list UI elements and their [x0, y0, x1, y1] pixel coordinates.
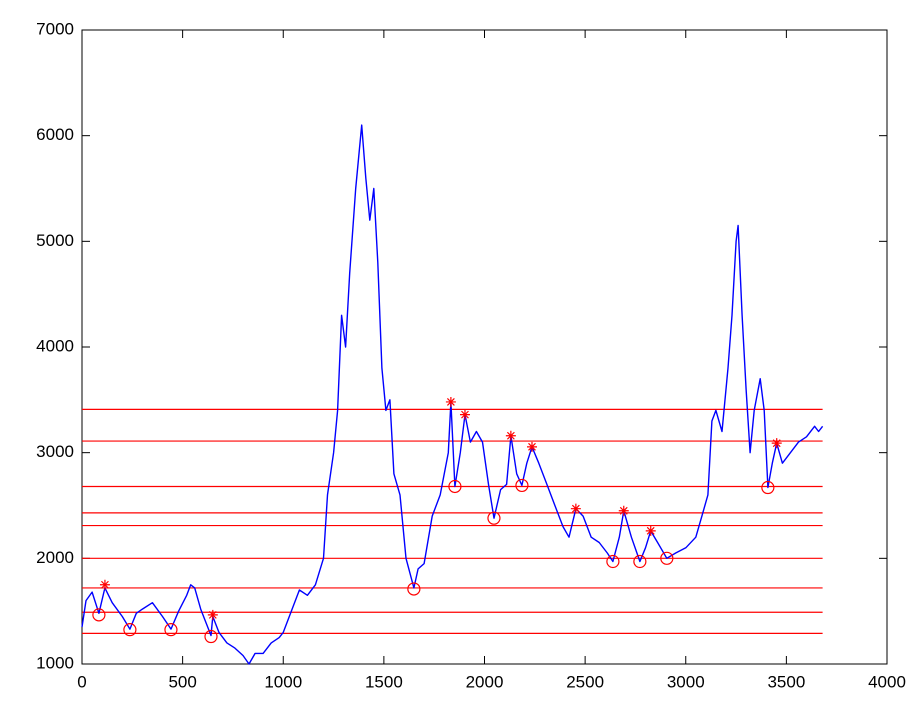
y-tick-label: 5000 [36, 231, 74, 250]
trough-marker [204, 629, 218, 644]
plot-area [81, 29, 888, 665]
y-tick-label: 3000 [36, 442, 74, 461]
trough-marker [660, 551, 674, 565]
peak-marker [459, 409, 470, 420]
trough-marker [515, 478, 529, 493]
x-tick-label: 500 [168, 672, 196, 691]
x-tick-label: 4000 [868, 672, 906, 691]
trough-marker [633, 554, 647, 569]
peak-marker [207, 609, 218, 620]
trough-marker [92, 608, 106, 622]
trough-marker [487, 511, 501, 525]
x-tick-label: 2500 [566, 672, 604, 691]
trough-marker [123, 623, 137, 637]
peak-marker [99, 579, 110, 590]
peak-marker [505, 430, 516, 441]
peak-marker [526, 441, 537, 452]
x-tick-label: 3500 [767, 672, 805, 691]
x-tick-label: 1000 [264, 672, 302, 691]
peak-marker [771, 438, 782, 449]
peak-marker [645, 525, 656, 536]
trough-marker [448, 479, 462, 494]
trough-marker [606, 554, 620, 569]
peak-marker [445, 396, 456, 407]
y-tick-label: 1000 [36, 653, 74, 672]
peak-marker [618, 505, 629, 516]
y-tick-label: 7000 [36, 19, 74, 38]
trough-marker [164, 623, 178, 637]
x-tick-label: 1500 [365, 672, 403, 691]
y-tick-label: 6000 [36, 125, 74, 144]
price-line [81, 124, 824, 665]
trough-marker [761, 480, 775, 495]
x-tick-label: 0 [77, 672, 86, 691]
y-tick-label: 4000 [36, 336, 74, 355]
peak-marker [570, 503, 581, 514]
x-tick-label: 2000 [466, 672, 504, 691]
x-tick-label: 3000 [667, 672, 705, 691]
trough-marker [407, 582, 421, 596]
y-tick-label: 2000 [36, 548, 74, 567]
